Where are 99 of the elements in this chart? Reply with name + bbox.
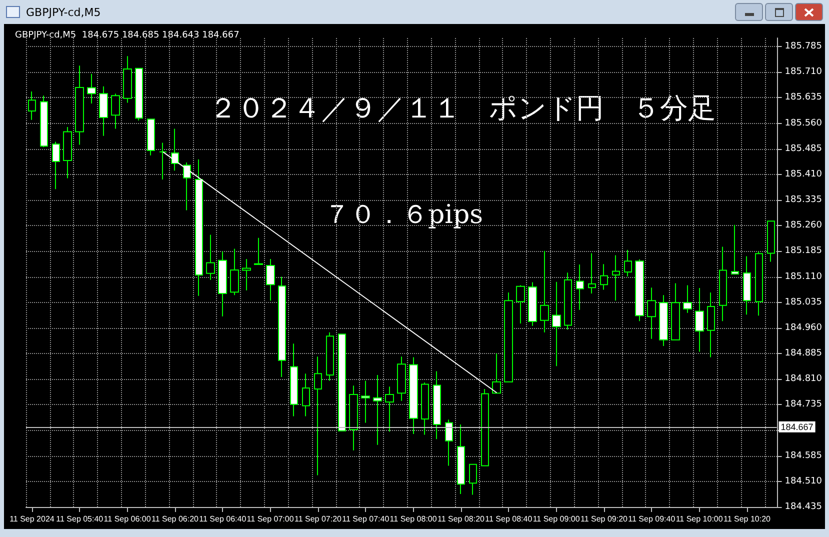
candlestick — [290, 343, 298, 417]
candlestick — [624, 249, 632, 277]
candlestick — [433, 370, 441, 440]
candlestick — [659, 294, 668, 347]
candlestick — [254, 237, 263, 265]
x-tick-label: 11 Sep 10:20 — [723, 514, 772, 524]
candlestick — [397, 356, 406, 402]
candlestick — [361, 380, 370, 424]
candlestick — [457, 424, 465, 495]
y-tick-label: 185.785 — [784, 42, 822, 52]
y-tick-label: 185.560 — [784, 118, 822, 128]
candlestick — [75, 65, 84, 146]
candlestick — [647, 287, 656, 340]
candlestick — [504, 292, 513, 382]
candlestick — [540, 250, 549, 333]
y-tick-label: 185.710 — [784, 67, 822, 78]
y-tick-label: 185.485 — [784, 144, 822, 154]
candlestick — [135, 68, 143, 122]
y-tick-label: 184.885 — [784, 348, 822, 359]
candlestick — [409, 356, 418, 435]
x-tick-label: 11 Sep 09:40 — [628, 514, 676, 524]
candlestick — [421, 382, 429, 436]
candlestick — [349, 385, 358, 451]
candlestick — [183, 162, 191, 211]
candlestick — [278, 276, 286, 378]
x-tick-label: 11 Sep 09:00 — [532, 514, 580, 524]
candlestick — [469, 464, 477, 496]
candlestick — [314, 356, 322, 476]
candlestick — [40, 95, 48, 148]
candlestick — [671, 282, 680, 340]
candlestick — [218, 251, 227, 317]
y-tick-label: 184.810 — [784, 374, 822, 384]
y-tick-label: 185.185 — [784, 246, 822, 256]
y-tick-label: 185.035 — [784, 297, 822, 308]
y-tick-label: 184.435 — [784, 502, 822, 512]
candlestick — [28, 91, 36, 120]
candlestick — [302, 373, 310, 417]
x-tick-label: 11 Sep 08:00 — [390, 514, 438, 524]
candlestick — [242, 258, 251, 291]
candlestick — [635, 258, 644, 322]
candlestick — [564, 272, 572, 330]
y-tick-label: 185.260 — [784, 220, 822, 231]
candlestick — [111, 93, 120, 130]
candlestick — [385, 386, 394, 432]
candlestick — [63, 126, 72, 179]
candlestick — [147, 118, 155, 156]
candlestick — [731, 224, 739, 275]
x-tick-label: 11 Sep 06:40 — [199, 514, 247, 524]
x-tick-label: 11 Sep 2024 — [10, 514, 55, 524]
y-tick-label: 184.735 — [784, 400, 822, 410]
candlestick — [445, 419, 453, 466]
y-tick-label: 185.335 — [784, 195, 822, 206]
y-tick-label: 185.110 — [784, 272, 822, 282]
x-tick-label: 11 Sep 07:00 — [246, 514, 294, 524]
candlestick — [373, 374, 382, 446]
y-tick-label: 184.585 — [784, 450, 822, 461]
candlestick — [552, 281, 561, 367]
candlestick — [588, 252, 596, 294]
candlestick — [683, 284, 692, 314]
candlestick — [576, 264, 584, 310]
x-tick-label: 11 Sep 09:20 — [580, 514, 628, 524]
candlestick — [230, 248, 239, 296]
candlestick — [206, 234, 215, 280]
candlestick — [600, 264, 608, 290]
chart-subtitle: GBPJPY-cd,M5 184.675 184.685 184.643 184.667 — [15, 30, 240, 40]
candlestick — [87, 73, 96, 104]
y-tick-label: 184.510 — [784, 476, 822, 486]
candlestick — [767, 220, 775, 262]
candlestick — [612, 254, 620, 302]
x-tick-label: 11 Sep 07:20 — [294, 514, 342, 524]
candlestick — [516, 284, 525, 324]
x-tick-label: 11 Sep 05:40 — [56, 514, 104, 524]
x-tick-label: 11 Sep 08:40 — [485, 514, 533, 524]
candlestick — [195, 158, 203, 296]
y-tick-label: 184.960 — [784, 322, 822, 333]
candlestick — [338, 334, 346, 432]
x-tick-label: 11 Sep 06:20 — [151, 514, 200, 524]
x-tick-label: 11 Sep 07:40 — [342, 514, 390, 524]
candlestick — [266, 258, 275, 302]
candlestick — [326, 332, 334, 382]
chart-title: GBPJPY-cd,M5 — [26, 6, 101, 18]
y-tick-label: 185.635 — [784, 92, 822, 103]
candlestick — [123, 56, 132, 104]
candlestick — [99, 86, 108, 136]
candlestick — [481, 388, 489, 466]
x-tick-label: 11 Sep 08:20 — [437, 514, 486, 524]
candlestick — [755, 251, 763, 316]
x-tick-label: 11 Sep 10:00 — [676, 514, 724, 524]
candlestick — [695, 288, 704, 352]
y-tick-label: 185.410 — [784, 169, 822, 180]
candlestick — [52, 141, 60, 190]
candlestick — [707, 292, 715, 358]
x-tick-label: 11 Sep 06:00 — [104, 514, 152, 524]
candlestick — [719, 246, 727, 322]
candlestick — [492, 353, 501, 394]
ref-line-label: 184.667 — [780, 422, 814, 432]
candlestick — [528, 282, 537, 326]
candlestick — [159, 142, 167, 180]
candlestick — [743, 256, 751, 316]
